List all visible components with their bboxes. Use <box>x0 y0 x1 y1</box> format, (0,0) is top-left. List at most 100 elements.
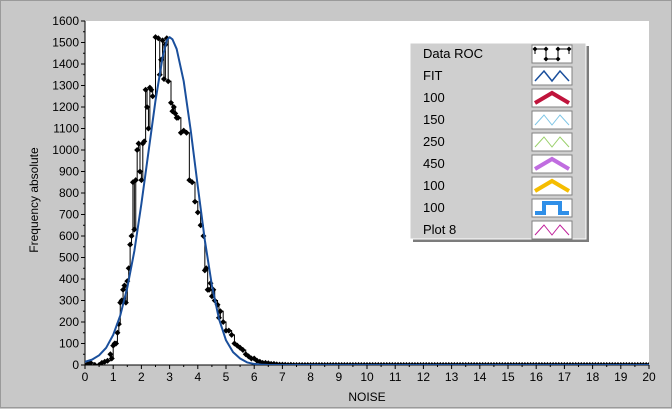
legend-label: 100 <box>423 178 445 193</box>
data-point <box>251 355 258 362</box>
data-point <box>165 78 172 85</box>
data-point <box>217 308 224 315</box>
data-point <box>87 359 94 365</box>
y-tick-label: 900 <box>59 165 79 179</box>
legend-item: FIT <box>423 66 573 86</box>
data-point <box>98 359 105 365</box>
data-point <box>114 329 121 336</box>
legend-line <box>534 224 570 236</box>
x-tick-label: 10 <box>360 370 374 384</box>
x-axis-label: NOISE <box>348 390 385 404</box>
y-tick-label: 0 <box>72 358 79 372</box>
y-tick-label: 1200 <box>52 100 79 114</box>
series-layer <box>85 34 649 365</box>
x-tick-labels: 0 1 2 3 4 5 6 7 8 9 10 11 12 13 14 15 16 17 18 19 20 <box>82 370 656 384</box>
legend-item: 450 <box>423 154 573 174</box>
y-tick-label: 1500 <box>52 36 79 50</box>
data-point <box>191 198 198 205</box>
legend-swatch <box>531 110 573 130</box>
data-point <box>138 177 145 184</box>
legend-item: 150 <box>423 110 573 130</box>
x-tick-label: 7 <box>279 370 286 384</box>
y-tick-label: 500 <box>59 251 79 265</box>
data-point <box>194 209 201 216</box>
legend-swatch <box>531 88 573 108</box>
y-tick-label: 700 <box>59 208 79 222</box>
legend-item: Plot 8 <box>423 220 573 240</box>
legend-item: 100 <box>423 176 573 196</box>
x-tick-label: 5 <box>223 370 230 384</box>
y-tick-label: 200 <box>59 315 79 329</box>
data-point <box>91 362 98 365</box>
legend-label: 250 <box>423 134 445 149</box>
data-point <box>142 86 149 93</box>
data-point <box>113 340 120 347</box>
legend-swatch <box>531 132 573 152</box>
legend-label: 150 <box>423 112 445 127</box>
fit-line <box>85 36 649 365</box>
y-tick-label: 400 <box>59 272 79 286</box>
data-point <box>132 177 139 184</box>
data-point <box>159 37 166 44</box>
data-point <box>125 265 132 272</box>
data-point <box>131 226 138 233</box>
data-point <box>160 76 167 83</box>
x-tick-label: 15 <box>501 370 515 384</box>
legend-label: 450 <box>423 156 445 171</box>
legend-label: Plot 8 <box>423 222 456 237</box>
legend-swatch <box>531 44 573 64</box>
y-tick-label: 800 <box>59 186 79 200</box>
y-tick-labels: 0 100 200 300 400 500 600 700 800 900 1000 1100 1200… <box>52 14 79 372</box>
data-point <box>155 35 162 42</box>
x-tick-label: 9 <box>335 370 342 384</box>
x-tick-label: 16 <box>530 370 544 384</box>
y-tick-label: 100 <box>59 337 79 351</box>
data-point <box>149 93 156 100</box>
data-point <box>183 129 190 136</box>
legend-line <box>535 201 569 215</box>
data-point <box>108 355 115 362</box>
legend-line <box>533 156 571 171</box>
data-point <box>206 286 213 293</box>
legend-swatch <box>531 66 573 86</box>
x-tick-label: 3 <box>166 370 173 384</box>
legend-item: Data ROC <box>423 44 573 64</box>
y-tick-label: 1400 <box>52 57 79 71</box>
legend: Data ROC FIT 100 150 250 450 100 100 Plot 8 <box>409 42 589 242</box>
x-tick-label: 12 <box>417 370 431 384</box>
data-point <box>128 233 135 239</box>
y-tick-label: 1000 <box>52 143 79 157</box>
x-tick-label: 11 <box>389 370 402 384</box>
x-tick-label: 4 <box>194 370 201 384</box>
legend-swatch <box>531 176 573 196</box>
legend-label: FIT <box>423 68 443 83</box>
x-tick-label: 13 <box>445 370 459 384</box>
x-tick-label: 18 <box>586 370 600 384</box>
legend-line <box>534 114 570 126</box>
series-fit <box>85 36 649 365</box>
x-tick-label: 14 <box>473 370 487 384</box>
data-point <box>170 104 177 110</box>
legend-item: 250 <box>423 132 573 152</box>
data-point <box>121 282 128 289</box>
x-tick-label: 19 <box>614 370 628 384</box>
legend-line <box>533 178 571 193</box>
x-tick-label: 6 <box>251 370 258 384</box>
y-tick-label: 1600 <box>52 14 79 28</box>
y-axis-label: Frequency absolute <box>27 147 41 253</box>
x-tick-label: 8 <box>307 370 314 384</box>
legend-line <box>534 48 570 60</box>
data-point <box>134 147 141 153</box>
legend-line <box>534 69 570 83</box>
legend-item: 100 <box>423 88 573 108</box>
data-point <box>239 346 246 353</box>
y-tick-label: 1300 <box>52 79 79 93</box>
x-tick-label: 20 <box>642 370 656 384</box>
data-point <box>141 138 148 145</box>
x-tick-label: 17 <box>558 370 572 384</box>
data-point <box>175 114 182 121</box>
data-point <box>145 125 152 132</box>
data-point <box>225 327 232 334</box>
